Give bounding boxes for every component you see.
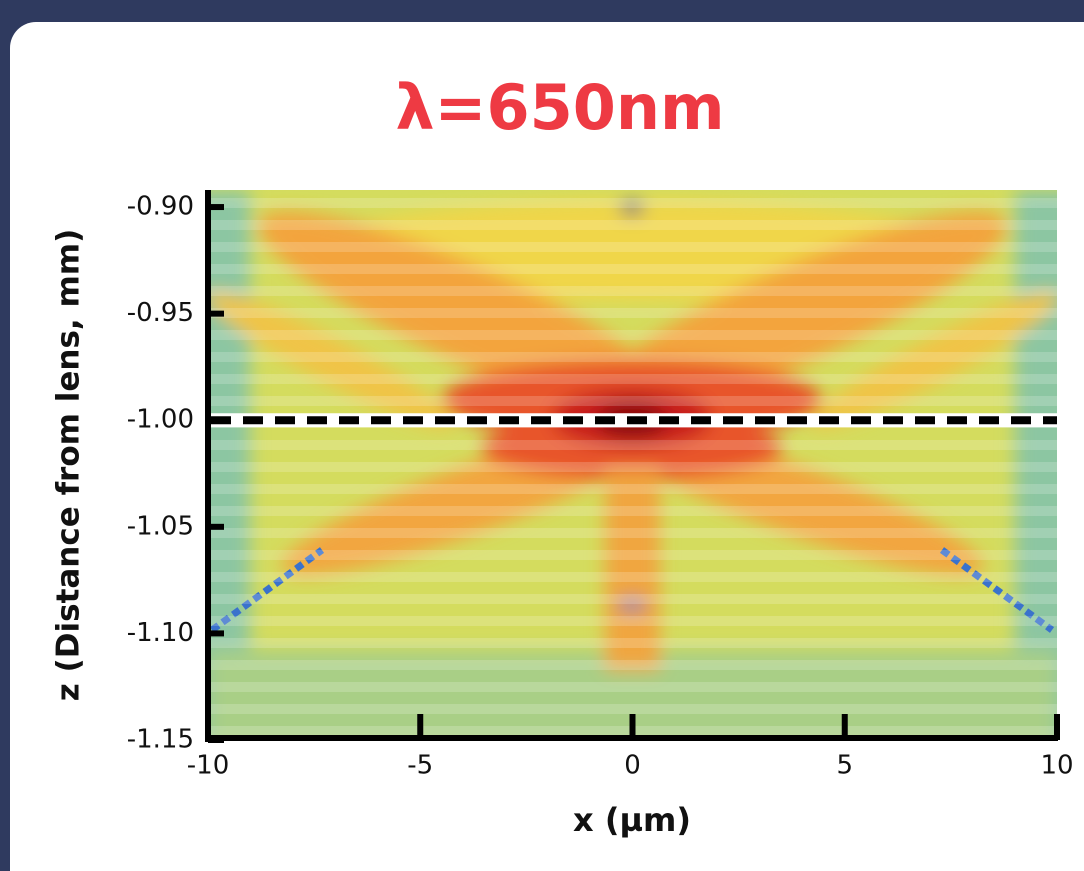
y-tick-label: -0.95: [127, 298, 194, 328]
chart-title: λ=650nm: [395, 71, 724, 144]
y-axis-title: z (Distance from lens, mm): [51, 229, 87, 702]
y-tick-label: -1.10: [127, 618, 194, 648]
x-tick-label: 0: [624, 751, 641, 781]
x-tick-label: -10: [187, 751, 229, 781]
x-tick-label: 10: [1040, 751, 1073, 781]
y-tick-label: -0.90: [127, 192, 194, 222]
y-tick-label: -1.15: [127, 725, 194, 755]
x-axis-title: x (µm): [573, 801, 691, 839]
heatmap-fringes: [208, 190, 1057, 740]
x-tick-label: 5: [836, 751, 853, 781]
y-tick-label: -1.00: [127, 405, 194, 435]
heatmap: [208, 190, 1057, 740]
x-tick-label: -5: [407, 751, 433, 781]
y-tick-label: -1.05: [127, 511, 194, 541]
